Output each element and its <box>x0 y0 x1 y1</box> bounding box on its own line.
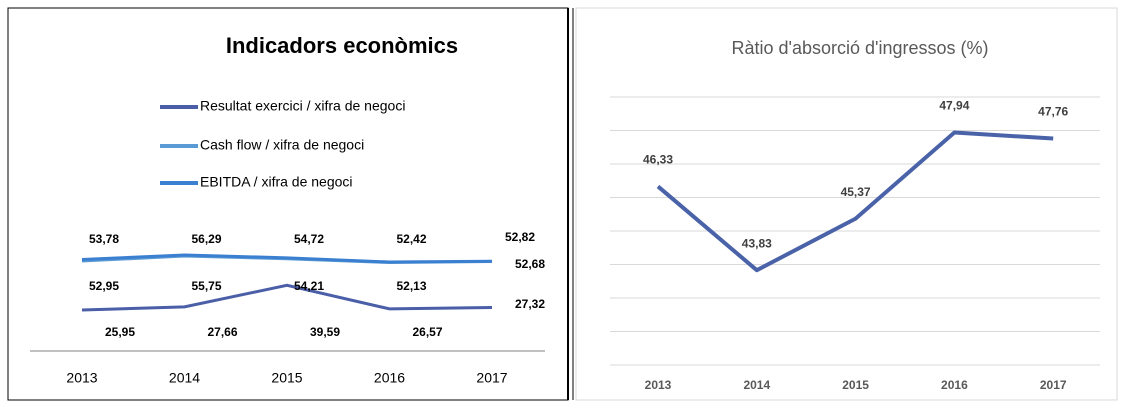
data-label: 46,33 <box>643 153 673 167</box>
data-label: 54,72 <box>294 232 324 246</box>
x-tick-label: 2015 <box>271 370 302 386</box>
data-label: 47,94 <box>939 99 969 113</box>
line <box>81 283 493 312</box>
x-tick-label: 2016 <box>374 370 405 386</box>
x-tick-label: 2014 <box>169 370 200 386</box>
x-tick-label: 2013 <box>66 370 97 386</box>
data-label: 26,57 <box>412 325 442 339</box>
x-tick-label: 2013 <box>645 378 672 392</box>
data-label: 45,37 <box>841 185 871 199</box>
data-label: 53,78 <box>89 232 119 246</box>
data-label: 39,59 <box>310 325 340 339</box>
data-label: 55,75 <box>191 279 221 293</box>
data-label: 56,29 <box>191 232 221 246</box>
legend-label: Cash flow / xifra de negoci <box>200 137 364 153</box>
data-label: 52,82 <box>505 230 535 244</box>
legend-label: Resultat exercici / xifra de negoci <box>200 98 405 114</box>
data-label: 52,68 <box>515 257 545 271</box>
data-label: 52,42 <box>396 232 426 246</box>
x-tick-label: 2016 <box>941 378 968 392</box>
right-frame <box>575 7 1118 401</box>
line <box>656 130 1054 273</box>
data-label: 47,76 <box>1038 105 1068 119</box>
x-tick-label: 2014 <box>743 378 770 392</box>
x-tick-label: 2017 <box>1040 378 1067 392</box>
chart-title: Indicadors econòmics <box>226 33 458 58</box>
data-label: 52,95 <box>89 279 119 293</box>
data-label: 43,83 <box>742 236 772 250</box>
data-label: 52,13 <box>396 279 426 293</box>
data-label: 27,66 <box>207 325 237 339</box>
x-tick-label: 2015 <box>842 378 869 392</box>
x-tick-label: 2017 <box>476 370 507 386</box>
line <box>81 253 493 264</box>
chart-title: Ràtio d'absorció d'ingressos (%) <box>732 38 989 58</box>
data-label: 27,32 <box>515 297 545 311</box>
data-label: 25,95 <box>105 325 135 339</box>
left-frame <box>7 7 569 401</box>
legend-label: EBITDA / xifra de negoci <box>200 174 353 190</box>
data-label: 54,21 <box>294 279 324 293</box>
